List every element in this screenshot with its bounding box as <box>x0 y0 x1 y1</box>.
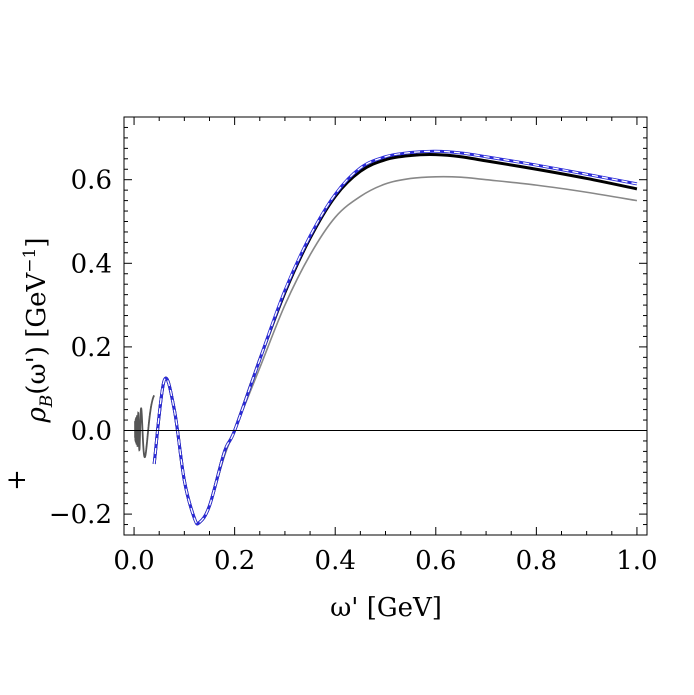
minor-ticks <box>124 116 647 536</box>
plot-frame <box>123 116 648 536</box>
series-line-blue <box>152 149 638 526</box>
ylabel-sub: B <box>37 395 57 409</box>
x-axis-title: ω' [GeV] <box>330 593 442 623</box>
series-line-gray-thin <box>153 175 638 525</box>
oscillation-curve <box>134 394 155 459</box>
x-tick-label: 1.0 <box>616 546 657 576</box>
svg-text:ρB(ω') [GeV−1]: ρB(ω') [GeV−1] <box>20 238 57 424</box>
x-tick-label: 0.4 <box>315 546 356 576</box>
x-tick-label: 0.0 <box>113 546 154 576</box>
y-tick-label: 0.4 <box>71 249 112 279</box>
ylabel-close: ] <box>22 238 52 248</box>
y-axis-title: ρB(ω') [GeV−1] + <box>2 238 57 491</box>
y-tick-label: −0.2 <box>49 500 112 530</box>
y-tick-label: 0.0 <box>71 417 112 447</box>
x-tick-label: 0.8 <box>516 546 557 576</box>
y-tick-labels: −0.2 0.0 0.2 0.4 0.6 <box>49 166 112 530</box>
major-ticks <box>124 117 647 535</box>
y-tick-label: 0.2 <box>71 333 112 363</box>
x-tick-labels: 0.0 0.2 0.4 0.6 0.8 1.0 <box>113 546 657 576</box>
ylabel-sup: + <box>2 469 32 491</box>
y-tick-label: 0.6 <box>71 166 112 196</box>
series-line-black-thick <box>152 153 638 526</box>
ylabel-arg: (ω') [GeV <box>22 272 52 395</box>
ylabel-exp: −1 <box>20 248 40 273</box>
x-tick-label: 0.6 <box>415 546 456 576</box>
x-tick-label: 0.2 <box>214 546 255 576</box>
ylabel-main: ρ <box>22 407 52 424</box>
series-layer <box>134 149 638 526</box>
series-line-white-dashed <box>153 150 638 525</box>
